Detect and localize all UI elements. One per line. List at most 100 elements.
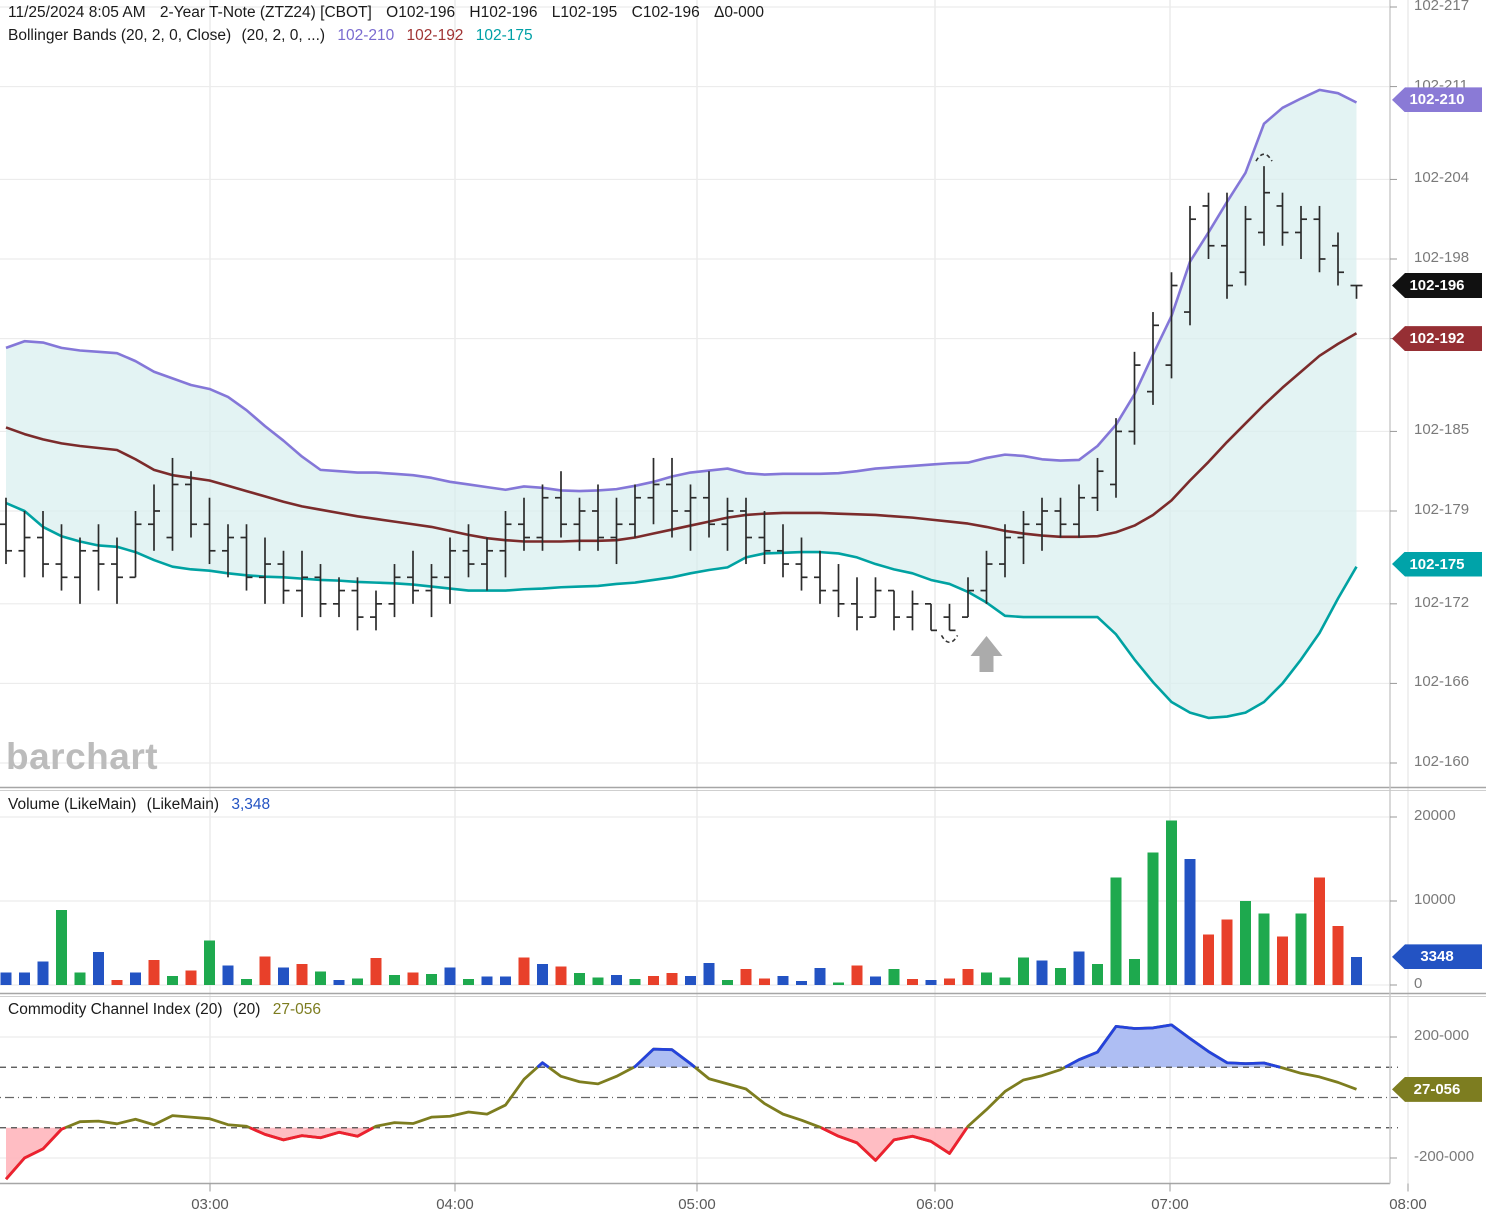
volume-bar: [685, 975, 696, 985]
pattern-cap-marker: [1255, 153, 1273, 162]
volume-bar: [278, 967, 289, 985]
time-axis-label: 06:00: [916, 1196, 954, 1213]
volume-axis-label: 10000: [1414, 891, 1456, 908]
volume-bar: [444, 967, 456, 985]
close-value: C102-196: [631, 4, 700, 21]
volume-bar: [74, 972, 86, 985]
cci-overbought-fill: [1064, 1024, 1281, 1068]
volume-bar: [1129, 958, 1140, 985]
volume-axis-label: 20000: [1414, 807, 1456, 824]
cci-overbought-fill: [1065, 1025, 1280, 1067]
volume-bar: [1036, 960, 1048, 985]
volume-legend: Volume (LikeMain) (LikeMain) 3,348: [8, 796, 278, 814]
bollinger-upper-value: 102-210: [337, 27, 395, 44]
volume-bar: [389, 974, 400, 985]
volume-bar: [0, 972, 12, 985]
axis-badge-102-196: 102-196: [1392, 273, 1482, 299]
price-axis-label: 102-198: [1414, 248, 1470, 266]
volume-bar: [56, 910, 67, 985]
cci-overbought-line: [633, 1047, 696, 1069]
volume-bar: [907, 979, 918, 985]
volume-bar: [1147, 852, 1159, 985]
volume-bar: [407, 972, 419, 985]
volume-bar: [537, 964, 548, 985]
price-axis-label: 102-217: [1414, 0, 1470, 14]
volume-bar: [555, 966, 567, 985]
price-axis-label: 102-166: [1414, 673, 1470, 691]
bollinger-middle-band: [5, 332, 1358, 543]
volume-bar: [167, 975, 178, 985]
volume-bar: [1055, 968, 1066, 985]
open-value: O102-196: [386, 4, 456, 21]
cci-axis-label: -200-000: [1414, 1148, 1475, 1165]
volume-bar: [777, 975, 789, 985]
volume-bar: [93, 952, 104, 985]
volume-bar: [37, 961, 49, 985]
bollinger-middle-value: 102-192: [406, 27, 464, 44]
cci-oversold-line: [249, 1126, 374, 1142]
cci-overbought-line: [536, 1061, 550, 1069]
volume-bar: [796, 980, 807, 985]
volume-legend-params: (LikeMain): [146, 796, 220, 813]
volume-bar: [611, 974, 622, 985]
volume-bar: [1295, 913, 1307, 985]
volume-bar: [759, 978, 770, 985]
volume-bar: [130, 972, 141, 985]
volume-bar: [592, 977, 604, 985]
bollinger-fill: [6, 89, 1357, 718]
cci-oversold-fill: [821, 1127, 967, 1161]
volume-bar: [1166, 820, 1177, 985]
volume-bar: [185, 970, 197, 985]
volume-bar: [241, 979, 252, 985]
cci-oversold-line: [4, 1126, 66, 1181]
volume-bar: [648, 975, 659, 985]
volume-bar: [370, 958, 382, 985]
cci-legend-params: (20): [232, 1001, 261, 1018]
volume-bar: [814, 968, 826, 985]
change-value: Δ0-000: [714, 4, 765, 21]
cci-oversold-fill: [821, 1128, 967, 1161]
high-value: H102-196: [469, 4, 538, 21]
volume-bar: [111, 979, 123, 985]
bollinger-lower-band: [5, 501, 1358, 720]
volume-value: 3,348: [231, 796, 271, 813]
barchart-logo: barchart: [6, 736, 159, 777]
volume-bar: [1184, 859, 1196, 985]
volume-bar: [629, 979, 641, 985]
volume-bar: [333, 979, 345, 985]
volume-bar: [1314, 877, 1325, 985]
time-axis-label: 08:00: [1389, 1196, 1427, 1213]
axis-badge-27-056: 27-056: [1392, 1076, 1482, 1102]
volume-bar: [1277, 936, 1288, 985]
price-axis-label: 102-204: [1414, 169, 1470, 187]
volume-bar: [944, 978, 955, 985]
cci-oversold-line: [820, 1126, 969, 1162]
volume-bar: [500, 976, 511, 985]
volume-bar: [426, 974, 437, 985]
volume-bar: [925, 979, 937, 985]
price-axis-label: 102-172: [1414, 593, 1470, 611]
time-axis-label: 03:00: [191, 1196, 229, 1213]
up-arrow-annotation: [970, 636, 1003, 672]
volume-bar: [1221, 919, 1233, 985]
volume-bar: [1240, 901, 1251, 985]
volume-bar: [574, 973, 585, 985]
price-axis-label: 102-179: [1414, 500, 1470, 518]
bollinger-legend-params: (20, 2, 0, ...): [241, 27, 326, 44]
volume-legend-name: Volume (LikeMain): [8, 796, 137, 813]
cci-overbought-line: [1064, 1023, 1281, 1069]
volume-bar: [666, 973, 678, 985]
volume-bar: [833, 982, 844, 985]
cci-oversold-fill: [249, 1127, 374, 1140]
volume-bar: [296, 964, 308, 985]
volume-bar: [148, 959, 160, 985]
cci-axis-label: 200-000: [1414, 1027, 1470, 1044]
volume-bar: [481, 976, 493, 985]
volume-bar: [962, 969, 974, 985]
volume-bar: [1203, 934, 1214, 985]
volume-bar: [518, 957, 530, 985]
volume-bar: [722, 979, 733, 985]
chart-header: 11/25/2024 8:05 AM 2-Year T-Note (ZTZ24)…: [8, 4, 774, 22]
